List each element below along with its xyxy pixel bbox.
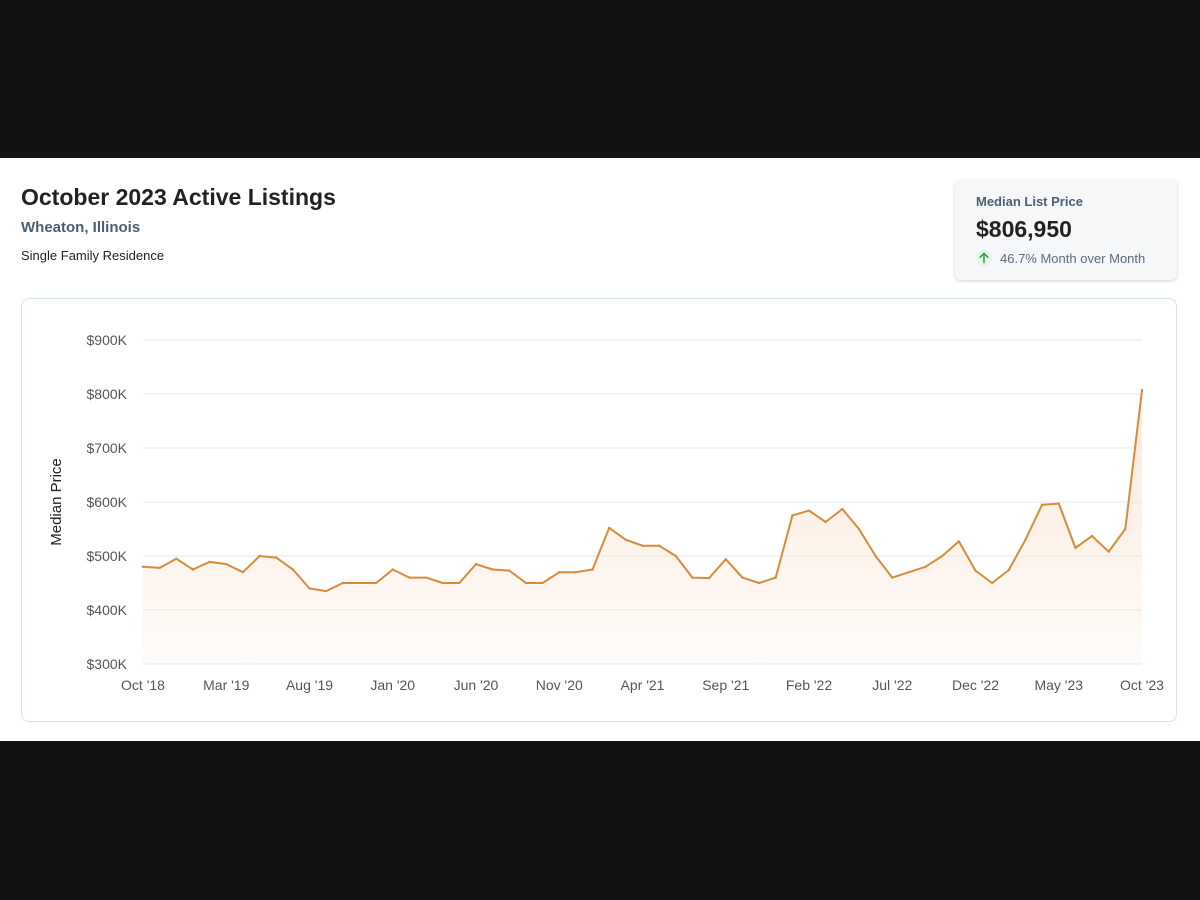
data-point bbox=[957, 540, 961, 543]
data-point bbox=[691, 576, 694, 579]
data-point bbox=[491, 568, 494, 571]
data-point bbox=[774, 576, 777, 579]
data-point bbox=[974, 569, 977, 572]
page-title: October 2023 Active Listings bbox=[21, 184, 336, 210]
data-point bbox=[924, 565, 927, 568]
data-point bbox=[741, 576, 744, 579]
y-tick-label: $900K bbox=[87, 332, 128, 348]
data-point bbox=[1107, 550, 1110, 553]
data-point bbox=[641, 544, 644, 547]
data-point bbox=[1124, 527, 1127, 531]
x-tick-label: Jun '20 bbox=[454, 677, 499, 693]
data-point bbox=[1007, 568, 1010, 572]
data-point bbox=[707, 576, 711, 580]
property-type-label: Single Family Residence bbox=[21, 248, 165, 263]
y-tick-label: $600K bbox=[87, 494, 128, 510]
median-price-card: Median List Price $806,950 46.7% Month o… bbox=[955, 180, 1177, 280]
data-point bbox=[524, 581, 528, 585]
data-point bbox=[608, 526, 611, 530]
data-point bbox=[324, 589, 328, 593]
data-point bbox=[824, 520, 827, 524]
y-tick-label: $500K bbox=[87, 548, 128, 564]
data-point bbox=[374, 581, 378, 585]
median-price-chart: $300K $400K $500K $600K $700K $800K $900K Oct … bbox=[48, 332, 1164, 693]
data-point bbox=[441, 581, 444, 585]
data-point bbox=[408, 576, 411, 579]
data-point bbox=[1057, 502, 1060, 505]
y-tick-label: $800K bbox=[87, 386, 128, 402]
x-tick-label: Mar '19 bbox=[203, 677, 249, 693]
data-point bbox=[141, 565, 145, 568]
x-tick-label: Dec '22 bbox=[952, 677, 999, 693]
stat-change: 46.7% Month over Month bbox=[976, 250, 1145, 266]
data-point bbox=[841, 507, 844, 511]
y-tick-label: $700K bbox=[87, 440, 128, 456]
x-tick-label: May '23 bbox=[1034, 677, 1083, 693]
data-point bbox=[508, 569, 511, 572]
x-tick-label: Aug '19 bbox=[286, 677, 333, 693]
x-tick-label: Oct '23 bbox=[1120, 677, 1164, 693]
data-point bbox=[874, 554, 877, 558]
data-point bbox=[458, 581, 461, 585]
data-point bbox=[308, 587, 311, 590]
location-subtitle: Wheaton, Illinois bbox=[21, 219, 141, 236]
data-point bbox=[158, 566, 161, 570]
x-tick-label: Jul '22 bbox=[872, 677, 912, 693]
x-tick-label: Apr '21 bbox=[621, 677, 665, 693]
data-point bbox=[591, 568, 594, 571]
data-point bbox=[791, 514, 794, 517]
data-point bbox=[907, 571, 911, 574]
data-point bbox=[1040, 503, 1044, 506]
data-point bbox=[208, 560, 211, 564]
data-point bbox=[574, 571, 578, 574]
data-point bbox=[225, 562, 228, 566]
data-point bbox=[358, 581, 361, 585]
data-point bbox=[1024, 538, 1027, 541]
data-point bbox=[990, 581, 994, 585]
data-point bbox=[674, 554, 677, 558]
x-tick-label: Sep '21 bbox=[702, 677, 749, 693]
x-axis-ticks: Oct '18 Mar '19 Aug '19 Jan '20 Jun '20 Nov '… bbox=[121, 677, 1164, 693]
data-point bbox=[807, 509, 811, 512]
data-point bbox=[1090, 534, 1094, 538]
arrow-up-icon bbox=[976, 250, 992, 266]
data-point bbox=[941, 554, 944, 558]
x-tick-label: Oct '18 bbox=[121, 677, 165, 693]
data-point bbox=[1140, 389, 1144, 392]
data-point bbox=[558, 571, 561, 574]
x-tick-label: Jan '20 bbox=[370, 677, 415, 693]
data-point bbox=[391, 568, 394, 571]
x-tick-label: Feb '22 bbox=[786, 677, 832, 693]
data-point bbox=[258, 554, 261, 558]
data-point bbox=[175, 557, 178, 560]
data-point bbox=[541, 581, 544, 585]
data-point bbox=[241, 571, 245, 574]
data-point bbox=[291, 568, 295, 571]
data-point bbox=[191, 568, 195, 571]
stat-label: Median List Price bbox=[976, 194, 1083, 209]
data-point bbox=[1074, 546, 1077, 550]
data-point bbox=[891, 576, 894, 579]
stat-change-text: 46.7% Month over Month bbox=[1000, 250, 1146, 266]
y-axis-label: Median Price bbox=[48, 458, 65, 546]
data-point bbox=[424, 576, 428, 579]
data-points bbox=[141, 389, 1144, 593]
y-axis-ticks: $300K $400K $500K $600K $700K $800K $900K bbox=[87, 332, 128, 672]
x-tick-label: Nov '20 bbox=[536, 677, 583, 693]
data-point bbox=[757, 581, 761, 585]
data-point bbox=[724, 558, 727, 561]
area-fill bbox=[143, 390, 1142, 664]
chart-container: $300K $400K $500K $600K $700K $800K $900K Oct … bbox=[21, 298, 1177, 722]
y-tick-label: $300K bbox=[87, 656, 128, 672]
data-point bbox=[624, 538, 628, 541]
data-point bbox=[341, 581, 344, 585]
data-point bbox=[857, 527, 861, 531]
y-tick-label: $400K bbox=[87, 602, 128, 618]
data-point bbox=[657, 544, 661, 547]
stat-value: $806,950 bbox=[976, 216, 1072, 242]
data-point bbox=[275, 556, 278, 559]
data-point bbox=[474, 562, 478, 566]
